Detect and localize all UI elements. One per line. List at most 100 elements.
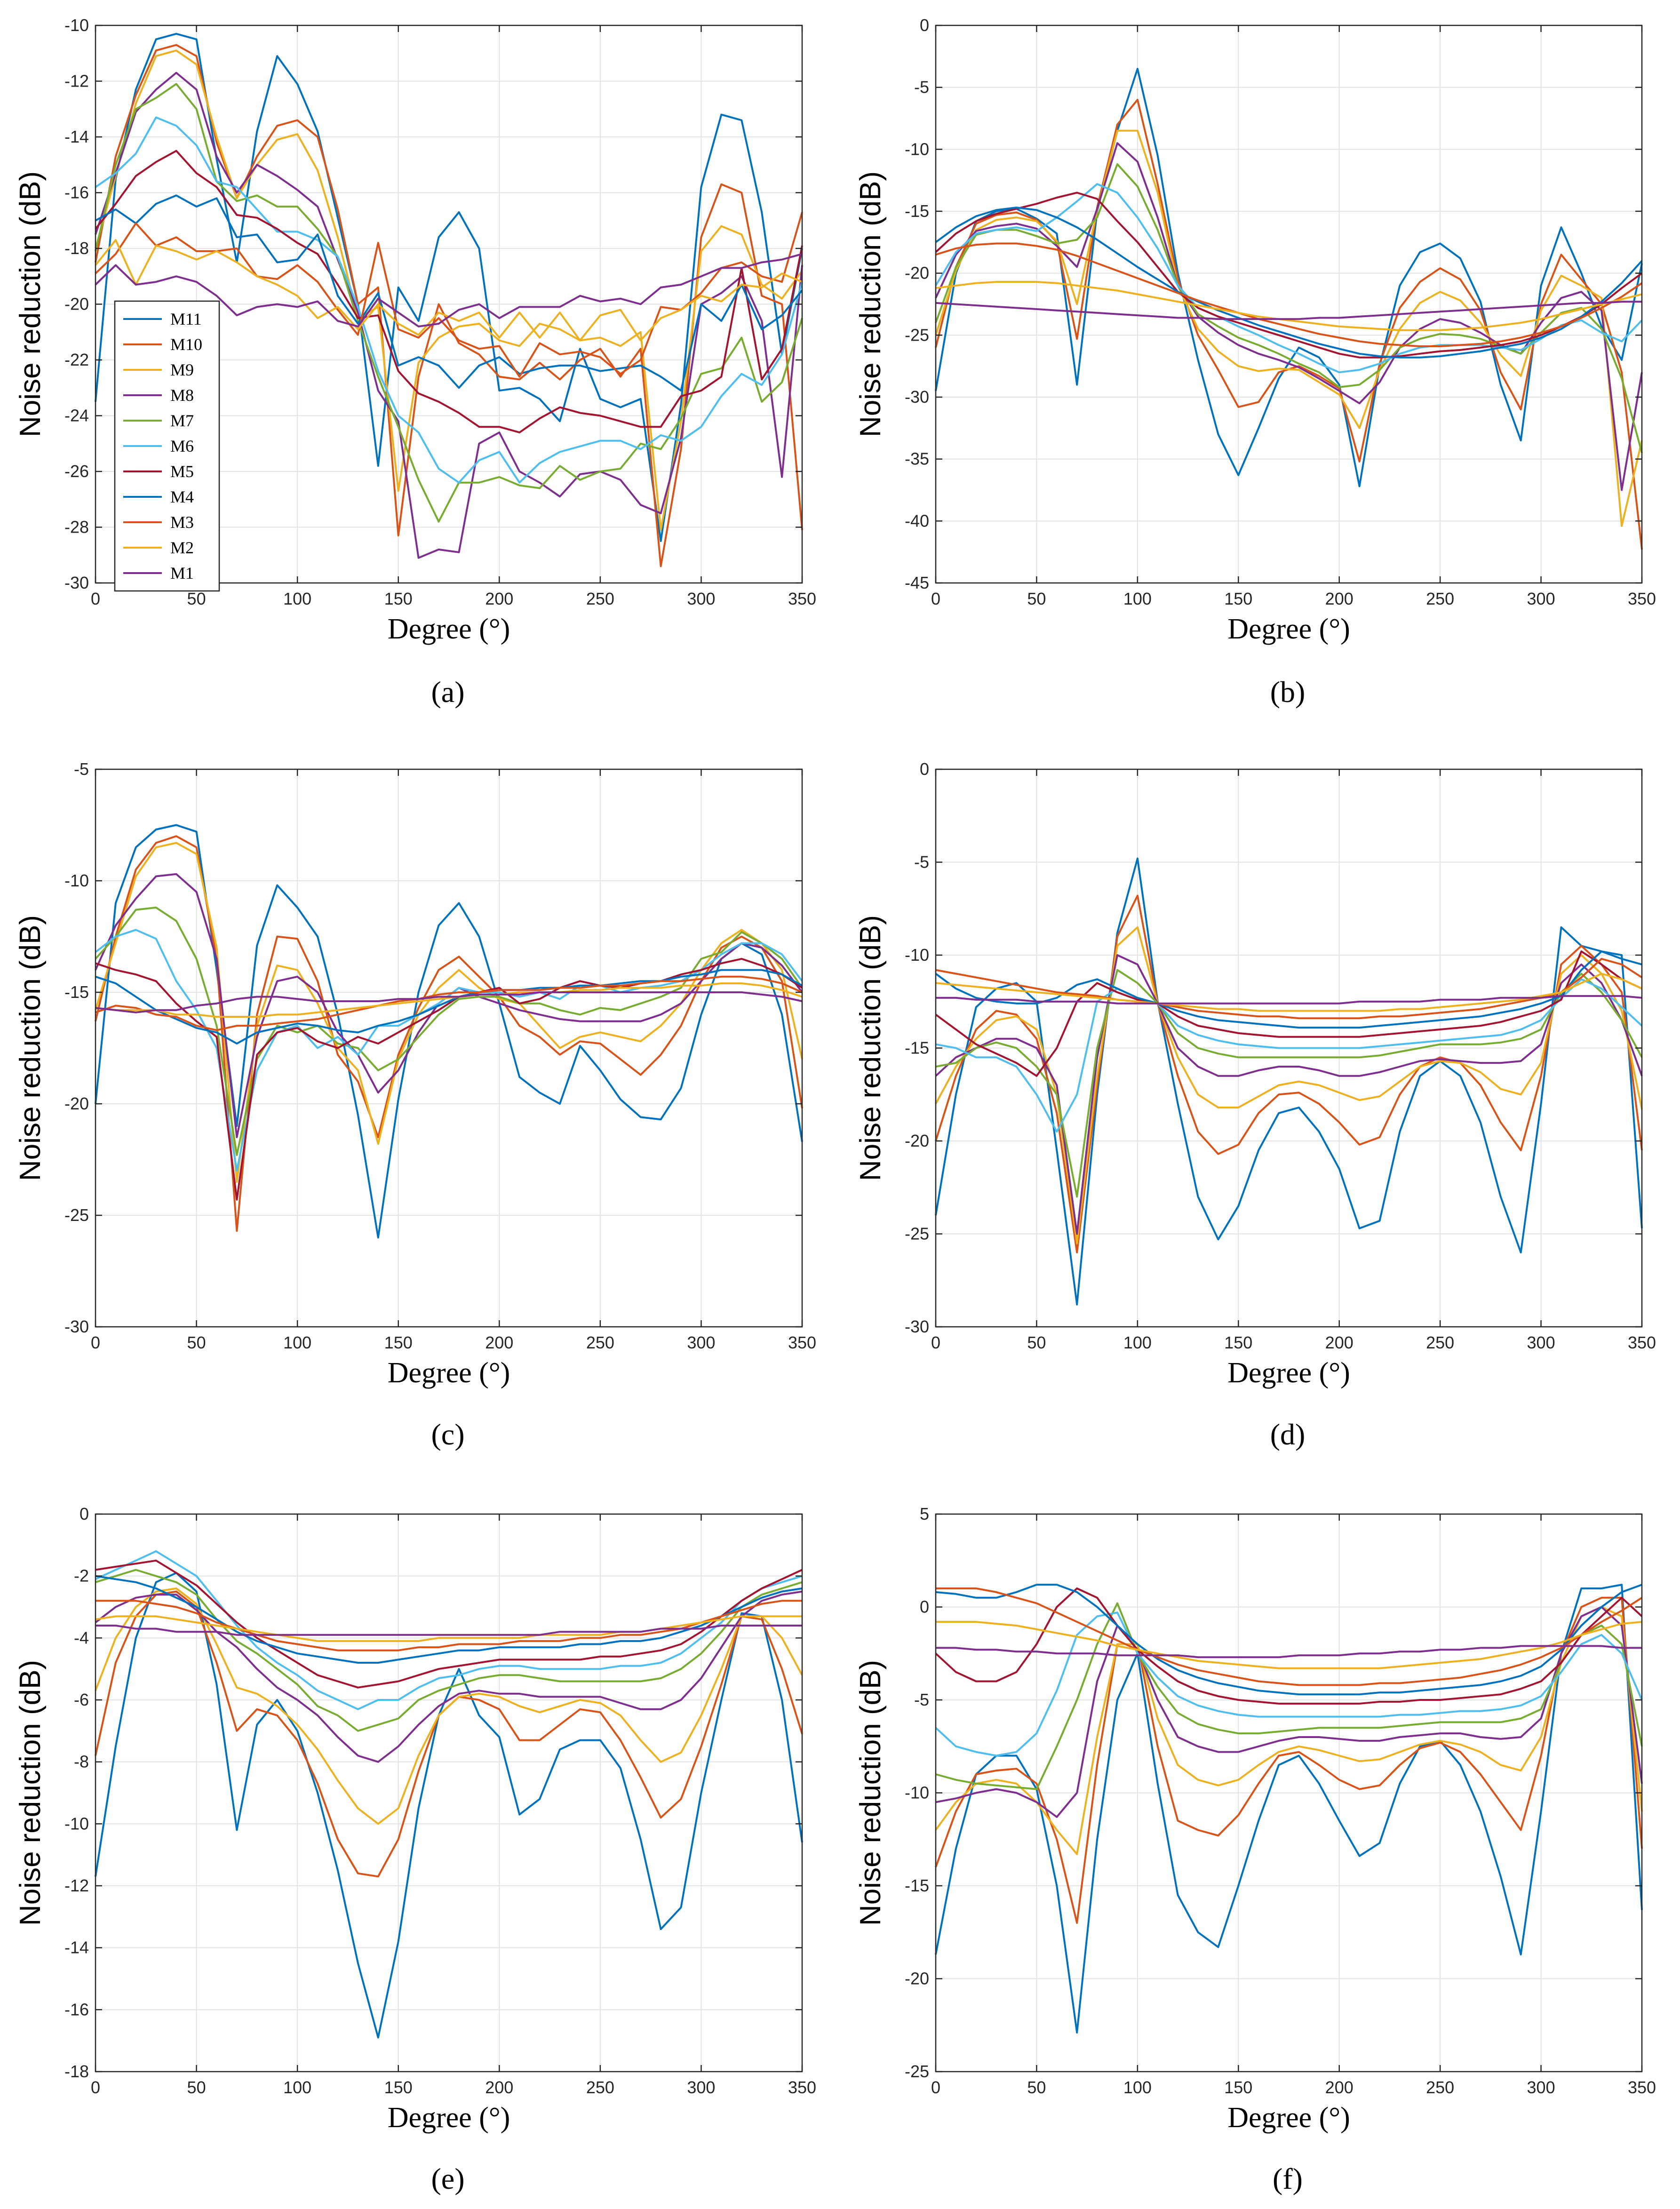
legend-label-m2: M2 — [170, 538, 194, 557]
x-tick-label: 250 — [1426, 589, 1454, 608]
x-ticks: 0 50 100 150 200 250 300 350 — [91, 1514, 816, 2097]
x-ticks: 0 50 100 150 200 250 300 350 — [931, 1514, 1656, 2097]
panel-e: 0 50 100 150 200 250 300 350 -18 -16 -14 -12 -10 -8 -6… — [14, 1504, 816, 2195]
y-tick-label: -10 — [64, 16, 89, 35]
y-axis-label: Noise reduction (dB) — [14, 915, 47, 1181]
x-tick-label: 50 — [1027, 589, 1046, 608]
panel-label: (c) — [431, 1418, 464, 1451]
x-ticks: 0 50 100 150 200 250 300 350 — [931, 769, 1656, 1352]
y-tick-label: -12 — [64, 72, 89, 91]
x-axis-label: Degree (°) — [1227, 613, 1350, 645]
y-tick-label: -10 — [905, 945, 929, 965]
y-tick-label: -22 — [64, 350, 89, 369]
y-ticks: -45 -40 -35 -30 -25 -20 -15 -10 -5 0 — [905, 16, 1642, 592]
y-tick-label: -10 — [905, 1783, 929, 1802]
series-line-m6 — [935, 183, 1643, 374]
y-tick-label: -4 — [74, 1628, 89, 1647]
y-tick-label: -20 — [905, 1131, 929, 1150]
series-line-m4 — [935, 1584, 1642, 1696]
y-tick-label: -15 — [64, 982, 89, 1002]
y-tick-label: -25 — [905, 1224, 929, 1244]
x-axis-label: Degree (°) — [1227, 2102, 1350, 2134]
series-line-m6 — [95, 116, 803, 484]
y-tick-label: 5 — [920, 1504, 929, 1523]
series-line-m10 — [935, 1596, 1643, 1924]
series-line-m8 — [935, 1606, 1643, 1818]
series-line-m2 — [935, 973, 1642, 1012]
y-tick-label: -18 — [64, 239, 89, 258]
series-line-m2 — [95, 1615, 802, 1642]
series-line-m4 — [935, 207, 1643, 359]
y-tick-label: -5 — [74, 759, 89, 779]
series-line-m1 — [95, 991, 803, 1013]
series-line-m2 — [935, 281, 1642, 331]
y-tick-label: 0 — [80, 1504, 89, 1523]
panel-label: (f) — [1273, 2162, 1303, 2195]
legend-label-m3: M3 — [170, 513, 194, 532]
y-tick-label: -25 — [905, 2062, 929, 2081]
x-tick-label: 300 — [687, 1333, 715, 1352]
x-tick-label: 200 — [1325, 589, 1354, 608]
x-tick-label: 0 — [91, 589, 100, 608]
series-line-m5 — [935, 950, 1642, 1077]
x-tick-label: 50 — [1027, 1333, 1046, 1352]
series-line-m11 — [95, 32, 803, 542]
x-ticks: 0 50 100 150 200 250 300 350 — [931, 25, 1656, 608]
x-tick-label: 350 — [1628, 589, 1656, 608]
y-axis-label: Noise reduction (dB) — [854, 915, 887, 1181]
series-line-m2 — [936, 1621, 1642, 1669]
y-tick-label: -24 — [64, 406, 89, 425]
x-tick-label: 350 — [788, 2078, 816, 2097]
series-lines — [95, 1550, 803, 2039]
y-axis-label: Noise reduction (dB) — [14, 1660, 47, 1926]
series-line-m5 — [95, 957, 803, 1201]
series-line-m1 — [936, 995, 1642, 1005]
y-axis-label: Noise reduction (dB) — [14, 171, 47, 437]
x-tick-label: 100 — [1123, 589, 1152, 608]
y-tick-label: -6 — [74, 1690, 89, 1709]
series-line-m3 — [95, 975, 803, 1031]
x-tick-label: 50 — [187, 1333, 206, 1352]
y-tick-label: -10 — [64, 871, 89, 890]
series-line-m1 — [935, 301, 1642, 320]
x-tick-label: 150 — [384, 589, 413, 608]
x-tick-label: 150 — [1224, 1333, 1252, 1352]
y-axis-label: Noise reduction (dB) — [854, 171, 887, 437]
panel-label: (b) — [1270, 675, 1306, 709]
series-line-m3 — [936, 1587, 1643, 1686]
legend-label-m6: M6 — [170, 437, 194, 455]
series-line-m7 — [95, 1569, 803, 1732]
series-lines — [95, 32, 803, 567]
plot-area — [936, 25, 1642, 583]
legend-label-m4: M4 — [170, 487, 194, 506]
series-line-m9 — [935, 1606, 1643, 1855]
axes-frame — [935, 24, 1643, 584]
y-tick-label: -28 — [64, 518, 89, 537]
y-tick-label: -2 — [74, 1566, 89, 1586]
y-tick-label: -20 — [64, 295, 89, 314]
legend-label-m1: M1 — [170, 564, 194, 582]
series-line-m1 — [936, 1645, 1642, 1659]
x-tick-label: 300 — [1527, 2078, 1555, 2097]
x-axis-label: Degree (°) — [1227, 1357, 1350, 1389]
series-line-m9 — [95, 842, 803, 1183]
y-tick-label: 0 — [920, 16, 929, 35]
x-tick-label: 0 — [931, 2078, 940, 2097]
x-tick-label: 150 — [1224, 589, 1252, 608]
series-line-m9 — [95, 49, 803, 531]
series-lines — [935, 68, 1643, 550]
legend-label-m11: M11 — [170, 310, 202, 328]
x-tick-label: 300 — [1527, 1333, 1555, 1352]
x-tick-label: 200 — [485, 2078, 513, 2097]
series-line-m10 — [95, 835, 803, 1232]
x-tick-label: 100 — [283, 1333, 311, 1352]
x-tick-label: 50 — [1027, 2078, 1046, 2097]
y-tick-label: -30 — [64, 1317, 89, 1336]
y-tick-label: -20 — [64, 1094, 89, 1113]
x-tick-label: 0 — [91, 1333, 100, 1352]
y-tick-label: -25 — [905, 325, 929, 344]
y-tick-label: -14 — [64, 127, 89, 146]
y-tick-label: -12 — [64, 1876, 89, 1895]
series-line-m8 — [95, 72, 803, 559]
series-line-m8 — [935, 954, 1643, 1235]
